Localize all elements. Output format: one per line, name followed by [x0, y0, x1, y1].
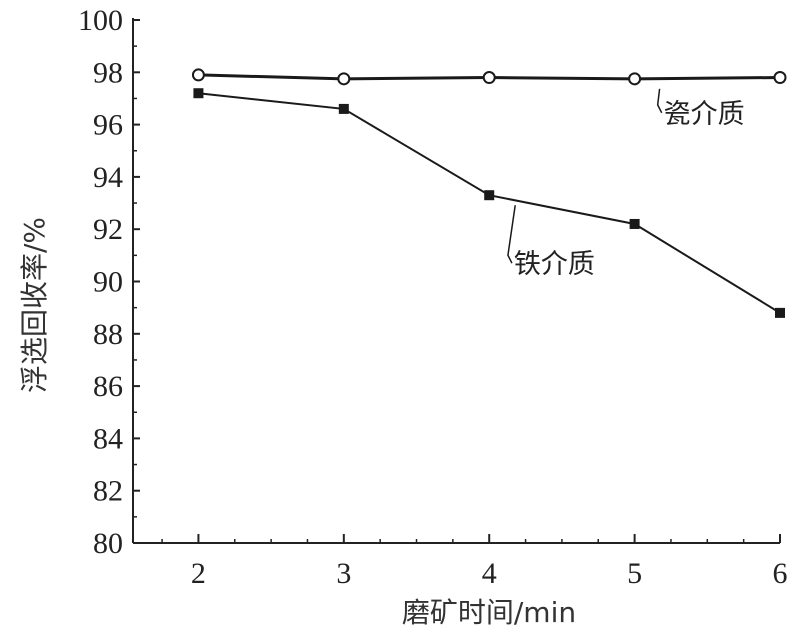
data-point [628, 72, 642, 86]
y-tick-label: 90 [93, 266, 123, 299]
data-point [193, 88, 204, 99]
y-tick-label: 98 [93, 56, 123, 89]
series-label-leader [507, 205, 516, 264]
y-tick-label: 86 [93, 370, 123, 403]
x-axis-title: 磨矿时间/min [402, 596, 576, 629]
series-layer [191, 68, 787, 318]
y-tick-label: 100 [78, 4, 123, 37]
x-tick-label: 2 [191, 557, 206, 590]
y-tick-label: 96 [93, 109, 123, 142]
data-point [773, 71, 787, 85]
y-tick-label: 92 [93, 213, 123, 246]
data-point [484, 190, 495, 201]
data-point [775, 307, 785, 318]
y-tick-label: 80 [93, 527, 123, 560]
x-tick-label: 3 [336, 557, 351, 590]
y-tick-label: 94 [93, 161, 123, 194]
axes: 80 82 84 86 88 90 92 94 96 98 100 2 3 4 5 6 [78, 4, 788, 590]
y-tick-label: 88 [93, 318, 123, 351]
data-point [338, 103, 349, 114]
data-point [337, 72, 351, 86]
y-tick-label: 84 [93, 422, 123, 455]
x-tick-label: 4 [482, 557, 497, 590]
x-tick-label: 6 [773, 557, 788, 590]
series-label-leader [656, 88, 663, 114]
y-axis-title: 浮选回收率/% [18, 217, 51, 393]
series-label: 铁介质 [514, 249, 595, 280]
data-point [482, 71, 496, 85]
x-tick-label: 5 [627, 557, 642, 590]
data-point [191, 68, 205, 82]
series-label: 瓷介质 [664, 99, 745, 130]
y-tick-label: 82 [93, 475, 123, 508]
data-point [629, 218, 640, 229]
